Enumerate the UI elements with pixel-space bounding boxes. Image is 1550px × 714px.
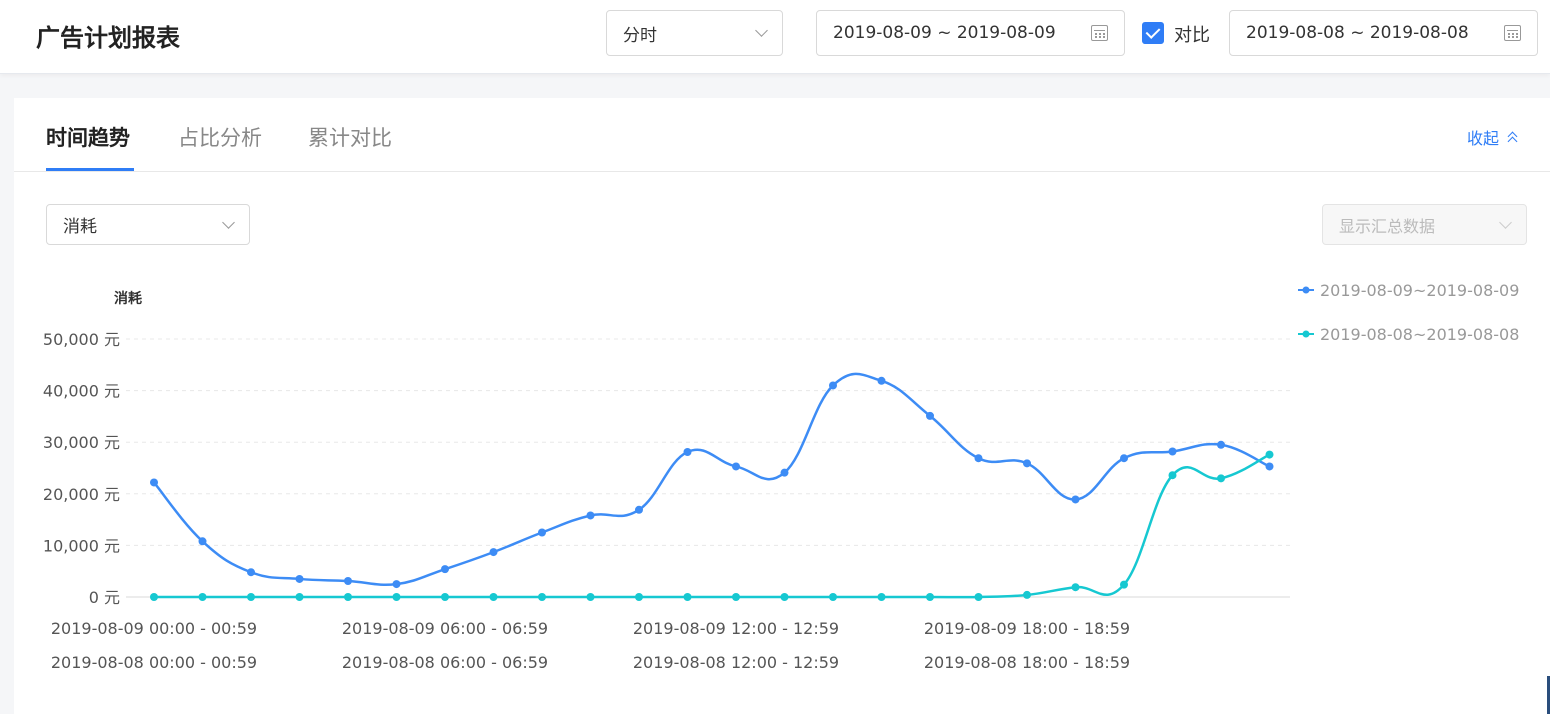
x-tick-label: 2019-08-09 12:00 - 12:59	[633, 619, 839, 638]
tab-time-trend[interactable]: 时间趋势	[46, 126, 130, 150]
data-point	[344, 593, 352, 601]
data-point	[683, 593, 692, 601]
data-point	[780, 468, 789, 477]
collapse-label: 收起	[1467, 129, 1500, 148]
x-tick-label: 2019-08-08 06:00 - 06:59	[342, 653, 548, 672]
y-tick-label: 40,000 元	[43, 382, 120, 401]
x-tick-label: 2019-08-09 06:00 - 06:59	[342, 619, 548, 638]
data-point	[392, 593, 401, 601]
data-point	[1023, 459, 1031, 468]
data-point	[877, 376, 886, 385]
x-tick-label: 2019-08-08 12:00 - 12:59	[633, 653, 839, 672]
data-point	[780, 593, 789, 601]
series-line	[153, 372, 1271, 587]
data-point	[1023, 590, 1031, 599]
calendar-icon	[1091, 25, 1108, 41]
data-point	[150, 478, 158, 487]
data-point	[635, 593, 643, 601]
legend-marker	[1302, 330, 1310, 338]
active-tab-indicator	[46, 168, 134, 171]
window-edge	[1547, 676, 1550, 714]
data-point	[1071, 495, 1080, 504]
data-point	[489, 548, 498, 557]
y-tick-label: 20,000 元	[43, 485, 120, 504]
data-point	[877, 593, 886, 601]
legend-marker	[1302, 286, 1310, 294]
data-point	[1168, 447, 1177, 456]
granularity-value: 分时	[623, 25, 657, 46]
header-bar: 广告计划报表 分时 2019-08-09 ~ 2019-08-09 对比 201…	[0, 0, 1550, 74]
compare-range-picker[interactable]: 2019-08-08 ~ 2019-08-08	[1229, 10, 1538, 56]
tab-bar: 时间趋势 占比分析 累计对比 收起	[14, 98, 1550, 172]
y-axis-title: 消耗	[114, 290, 142, 307]
y-tick-label: 10,000 元	[43, 536, 120, 555]
data-point	[247, 593, 255, 601]
data-point	[441, 593, 449, 601]
data-point	[538, 528, 546, 537]
summary-select[interactable]: 显示汇总数据	[1322, 204, 1527, 245]
x-tick-label: 2019-08-09 18:00 - 18:59	[924, 619, 1130, 638]
y-tick-label: 50,000 元	[43, 330, 120, 349]
data-point	[586, 593, 595, 601]
data-point	[295, 593, 304, 601]
collapse-button[interactable]: 收起	[1467, 125, 1517, 149]
data-point	[441, 565, 449, 574]
data-point	[1120, 580, 1128, 589]
data-point	[926, 593, 934, 601]
data-point	[295, 574, 304, 583]
compare-label: 对比	[1174, 25, 1210, 46]
data-point	[489, 593, 498, 601]
data-point	[829, 593, 837, 601]
metric-value: 消耗	[63, 217, 97, 237]
x-tick-label: 2019-08-09 00:00 - 00:59	[51, 619, 257, 638]
data-point	[732, 462, 740, 471]
data-point	[732, 593, 740, 601]
data-point	[683, 448, 692, 457]
granularity-select[interactable]: 分时	[606, 10, 783, 56]
summary-value: 显示汇总数据	[1339, 216, 1436, 236]
date-range-picker[interactable]: 2019-08-09 ~ 2019-08-09	[816, 10, 1125, 56]
data-point	[635, 505, 643, 514]
data-point	[586, 511, 595, 520]
data-point	[392, 580, 401, 589]
date-range-value: 2019-08-09 ~ 2019-08-09	[833, 23, 1056, 43]
data-point	[150, 593, 158, 601]
x-tick-label: 2019-08-08 18:00 - 18:59	[924, 653, 1130, 672]
report-card: 时间趋势 占比分析 累计对比 收起 消耗 显示汇总数据 消耗 0 元 10,000…	[14, 98, 1550, 714]
y-tick-label: 0 元	[89, 588, 120, 607]
data-point	[1071, 583, 1080, 592]
data-point	[344, 577, 352, 586]
line-chart: 消耗 0 元 10,000 元 20,000 元 30,000 元 40,000 元 50…	[43, 281, 1519, 672]
data-point	[198, 593, 207, 601]
tab-share-analysis[interactable]: 占比分析	[178, 126, 262, 150]
calendar-icon	[1504, 25, 1521, 41]
series-line	[154, 453, 1271, 599]
data-point	[1265, 450, 1274, 459]
data-point	[247, 568, 255, 577]
tab-cumulative-compare[interactable]: 累计对比	[308, 126, 392, 150]
y-tick-label: 30,000 元	[43, 433, 120, 452]
data-point	[1168, 471, 1177, 480]
data-point	[1217, 440, 1225, 449]
x-tick-label: 2019-08-08 00:00 - 00:59	[51, 653, 257, 672]
data-point	[538, 593, 546, 601]
data-point	[198, 537, 207, 546]
data-point	[1217, 474, 1225, 483]
data-point	[974, 454, 983, 463]
metric-select[interactable]: 消耗	[46, 204, 250, 245]
legend-label: 2019-08-09~2019-08-09	[1320, 281, 1519, 300]
data-point	[974, 593, 983, 601]
data-point	[1265, 462, 1274, 471]
page-title: 广告计划报表	[36, 24, 180, 52]
chevron-down-icon	[755, 24, 768, 37]
compare-checkbox[interactable]	[1142, 22, 1164, 44]
data-point	[1120, 454, 1128, 463]
data-point	[926, 411, 934, 420]
legend-label: 2019-08-08~2019-08-08	[1320, 325, 1519, 344]
compare-range-value: 2019-08-08 ~ 2019-08-08	[1246, 23, 1469, 43]
data-point	[829, 381, 837, 390]
